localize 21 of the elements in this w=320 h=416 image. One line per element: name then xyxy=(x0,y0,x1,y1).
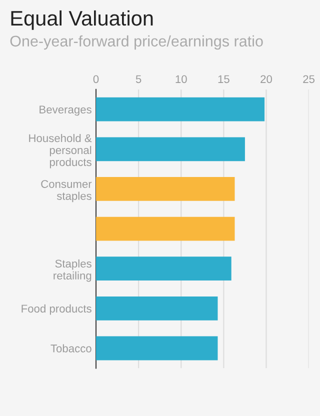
bar xyxy=(96,296,218,320)
x-tick-label: 0 xyxy=(93,75,99,84)
y-tick-label: Staples retailing xyxy=(54,259,92,282)
y-tick-label: Food products xyxy=(22,304,92,315)
y-tick-label: Consumer staples xyxy=(41,180,92,202)
x-tick-label: 10 xyxy=(176,75,187,84)
y-tick-label: Tobacco xyxy=(50,344,92,352)
bar xyxy=(96,97,265,122)
chart-title: Equal Valuation xyxy=(11,10,153,30)
chart-subtitle: One-year-forward price/earnings ratio xyxy=(10,35,263,50)
bar xyxy=(96,137,245,162)
y-tick-label: Beverages xyxy=(40,106,92,116)
x-tick-label: 20 xyxy=(260,75,272,84)
bar xyxy=(96,256,232,281)
bar xyxy=(96,177,235,201)
x-tick-label: 15 xyxy=(218,75,230,84)
bar xyxy=(96,216,235,241)
x-tick-label: 25 xyxy=(303,75,315,84)
x-tick-label: 5 xyxy=(136,75,142,84)
y-tick-label: Household & personal products xyxy=(29,134,92,168)
bar xyxy=(96,336,218,360)
